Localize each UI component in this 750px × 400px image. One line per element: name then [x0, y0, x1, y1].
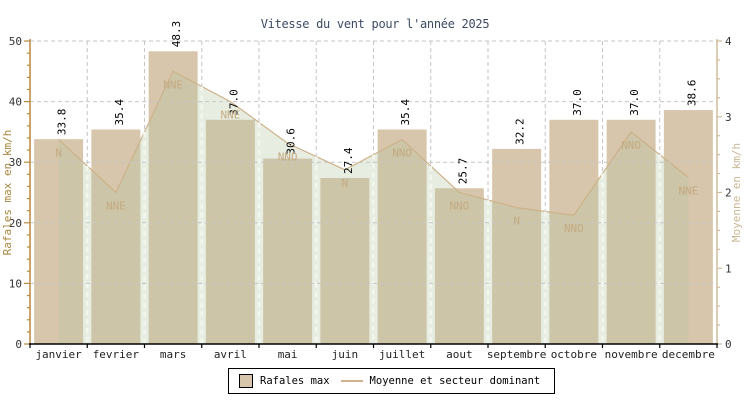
direction-label-decembre: NNE	[678, 184, 698, 197]
legend-label-rafales: Rafales max	[260, 375, 330, 387]
direction-label-mars: NNE	[163, 78, 183, 91]
right-axis-tick-label: 4	[725, 35, 732, 48]
value-label-juin: 27.4	[342, 147, 355, 174]
right-axis-title: Moyenne en km/h	[730, 143, 743, 242]
bar-juin	[320, 177, 370, 344]
month-label-decembre: decembre	[662, 348, 715, 361]
left-axis-tick-label: 20	[9, 217, 22, 230]
bar-septembre	[492, 148, 542, 344]
left-axis-tick-label: 0	[15, 338, 22, 351]
direction-label-avril: NNE	[220, 109, 240, 122]
direction-label-mai: NNO	[278, 150, 298, 163]
bar-novembre	[606, 119, 656, 344]
value-label-octobre: 37.0	[571, 89, 584, 116]
value-label-mai: 30.6	[285, 128, 298, 155]
left-axis-tick-label: 50	[9, 35, 22, 48]
direction-label-septembre: N	[513, 215, 520, 228]
direction-label-janvier: N	[55, 146, 62, 159]
month-label-fevrier: fevrier	[93, 348, 140, 361]
moyenne-area	[58, 71, 689, 345]
right-axis-tick-label: 1	[725, 262, 732, 275]
direction-label-juin: N	[342, 177, 349, 190]
legend-box: Rafales max Moyenne et secteur dominant	[228, 368, 556, 394]
moyenne-line-icon	[340, 380, 363, 382]
month-label-mai: mai	[278, 348, 298, 361]
month-label-septembre: septembre	[487, 348, 547, 361]
value-label-avril: 37.0	[227, 89, 240, 116]
legend-label-moyenne: Moyenne et secteur dominant	[369, 375, 541, 387]
bar-mai	[263, 158, 313, 344]
direction-label-fevrier: NNE	[106, 200, 126, 213]
left-axis-tick-label: 10	[9, 277, 22, 290]
value-label-novembre: 37.0	[628, 89, 641, 116]
chart-title: Vitesse du vent pour l'année 2025	[260, 17, 490, 31]
month-label-octobre: octobre	[551, 348, 597, 361]
bar-mars	[148, 51, 198, 344]
bar-avril	[205, 119, 255, 344]
month-label-juin: juin	[332, 348, 359, 361]
direction-label-juillet: NNO	[392, 146, 412, 159]
left-axis-tick-label: 40	[9, 96, 22, 109]
right-axis-tick-label: 0	[725, 338, 732, 351]
value-label-septembre: 32.2	[514, 118, 527, 145]
value-label-aout: 25.7	[456, 158, 469, 185]
bar-decembre	[663, 110, 713, 344]
value-label-fevrier: 35.4	[113, 99, 126, 126]
bar-janvier	[34, 139, 84, 344]
bar-juillet	[377, 129, 427, 344]
direction-label-aout: NNO	[449, 200, 469, 213]
month-label-novembre: novembre	[605, 348, 658, 361]
month-label-mars: mars	[160, 348, 187, 361]
bar-fevrier	[91, 129, 141, 344]
value-label-janvier: 33.8	[56, 109, 69, 136]
value-label-juillet: 35.4	[399, 99, 412, 126]
right-axis-tick-label: 2	[725, 187, 732, 200]
month-label-janvier: janvier	[35, 348, 82, 361]
value-label-mars: 48.3	[170, 21, 183, 48]
rafales-swatch-icon	[239, 374, 253, 388]
month-label-aout: aout	[446, 348, 473, 361]
bar-aout	[434, 188, 484, 344]
value-label-decembre: 38.6	[685, 80, 698, 107]
left-axis-title: Rafales max en km/h	[1, 130, 14, 256]
left-axis-tick-label: 30	[9, 156, 22, 169]
bar-octobre	[549, 119, 599, 344]
month-label-juillet: juillet	[379, 348, 425, 361]
month-label-avril: avril	[214, 348, 247, 361]
right-axis-tick-label: 3	[725, 111, 732, 124]
direction-label-novembre: NNO	[621, 139, 641, 152]
direction-label-octobre: NNO	[564, 222, 584, 235]
